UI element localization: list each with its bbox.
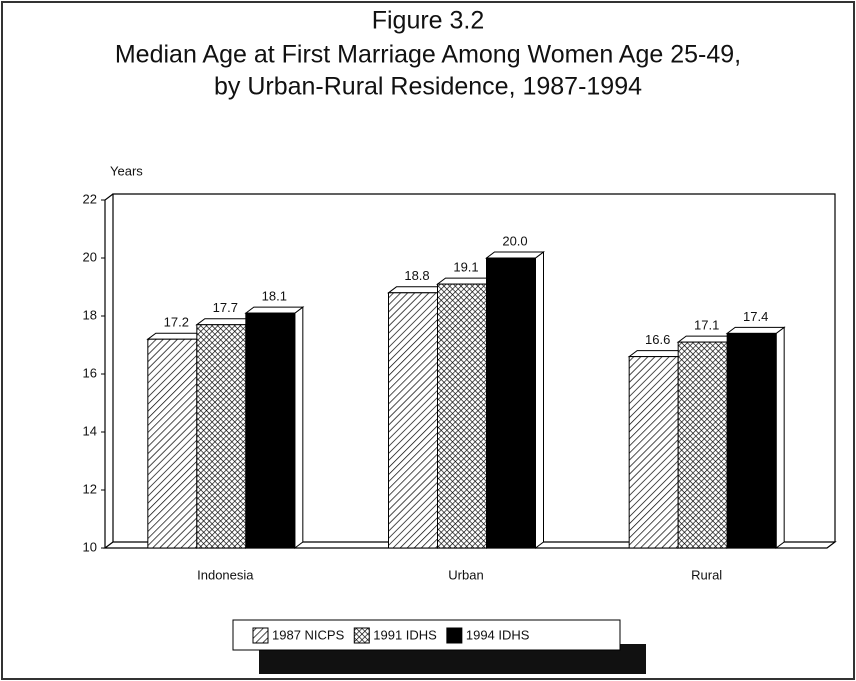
legend-swatch: [353, 627, 370, 644]
data-label: 17.7: [213, 300, 238, 315]
bar-top: [195, 318, 256, 326]
chart-title: Figure 3.2: [372, 7, 485, 35]
bar: [196, 324, 247, 549]
legend-label: 1994 IDHS: [466, 627, 530, 642]
data-label: 16.6: [645, 332, 670, 347]
data-label: 20.0: [502, 233, 527, 248]
bar: [147, 338, 198, 549]
bar: [245, 312, 296, 549]
bar-top: [676, 335, 737, 343]
y-tick-label: 20: [83, 249, 97, 264]
y-tick-label: 10: [83, 539, 97, 554]
y-tick-label: 16: [83, 365, 97, 380]
bar-top: [387, 286, 447, 294]
bar-side: [535, 251, 544, 549]
bar: [437, 283, 487, 549]
legend-label: 1991 IDHS: [373, 627, 437, 642]
bar: [677, 341, 728, 549]
bar: [486, 257, 536, 549]
bar: [628, 356, 679, 549]
bar-top: [146, 332, 207, 340]
data-label: 18.8: [404, 268, 429, 283]
bar: [388, 292, 438, 549]
bar-top: [725, 326, 786, 334]
data-label: 17.1: [694, 318, 719, 333]
legend: [232, 619, 621, 651]
back-wall: [112, 193, 836, 542]
x-tick-label: Urban: [448, 567, 483, 582]
x-tick-label: Rural: [691, 567, 722, 582]
bar-top: [436, 277, 496, 285]
data-label: 17.4: [743, 309, 768, 324]
y-tick-label: 14: [83, 423, 97, 438]
legend-swatch: [252, 627, 269, 644]
data-label: 19.1: [453, 260, 478, 275]
x-tick-label: Indonesia: [197, 567, 254, 582]
y-tick-label: 12: [83, 481, 97, 496]
chart-title: Median Age at First Marriage Among Women…: [115, 41, 741, 69]
data-label: 18.1: [262, 289, 287, 304]
y-axis-label: Years: [110, 163, 143, 178]
y-tick-label: 18: [83, 307, 97, 322]
bar-top: [627, 350, 688, 358]
legend-swatch: [446, 627, 463, 644]
data-label: 17.2: [164, 315, 189, 330]
y-axis: [104, 193, 114, 548]
bar: [726, 332, 777, 549]
bar-top: [485, 251, 545, 259]
legend-label: 1987 NICPS: [272, 627, 345, 642]
bar-side: [294, 306, 304, 549]
bar-top: [244, 306, 305, 314]
chart-title: by Urban-Rural Residence, 1987-1994: [214, 73, 642, 101]
bar-side: [775, 326, 785, 549]
y-tick-label: 22: [83, 191, 97, 206]
